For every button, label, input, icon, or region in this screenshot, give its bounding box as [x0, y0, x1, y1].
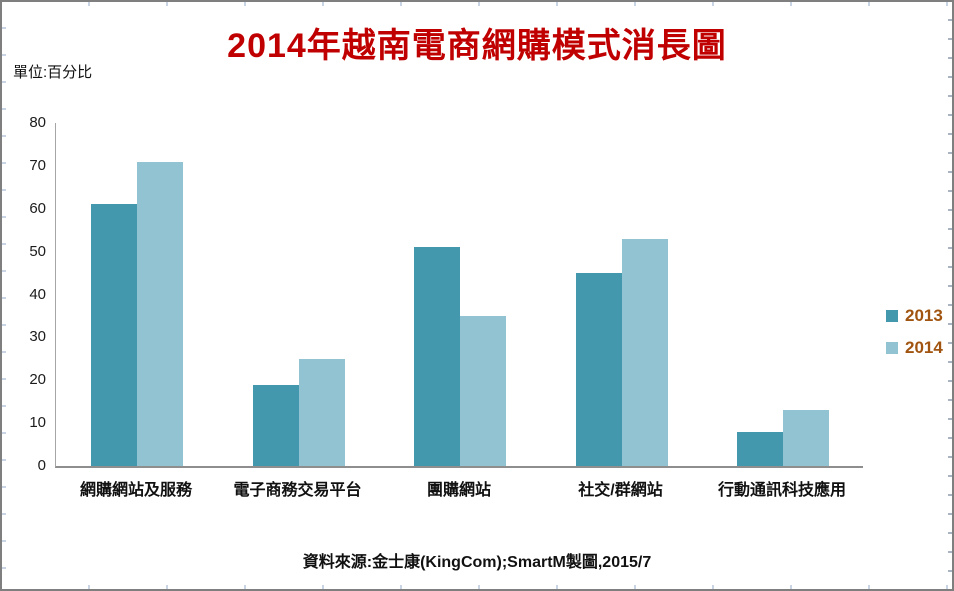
spreadsheet-gridline-stubs-right: [948, 2, 952, 589]
y-axis-tick-label: 10: [29, 414, 46, 432]
bar-2014-category-5: [783, 410, 829, 466]
spreadsheet-gridline-stubs-bottom: [2, 585, 952, 589]
y-axis-tick-label: 30: [29, 328, 46, 346]
legend-label-2014: 2014: [905, 338, 943, 357]
y-axis-tick-label: 20: [29, 371, 46, 389]
y-axis-tick-label: 80: [29, 114, 46, 131]
bar-2014-category-2: [298, 358, 345, 466]
legend-swatch-2014: [886, 341, 898, 354]
y-axis-tick-label: 0: [37, 457, 46, 474]
bar-2013-category-2: [252, 384, 299, 466]
bar-2013-category-3: [414, 247, 460, 466]
x-axis-category-label: 團購網站: [426, 482, 492, 499]
x-axis: 網購網站及服務 電子商務交易平台 團購網站 社交/群網站 行動通訊科技應用: [55, 468, 862, 499]
y-axis-tick-label: 40: [29, 285, 46, 303]
bar-2014-category-4: [621, 238, 668, 466]
source-note: 資料來源:金士康(KingCom);SmartM製圖,2015/7: [302, 554, 652, 571]
bar-2013-category-1: [91, 204, 137, 466]
chart-title: 2014年越南電商網購模式消長圖: [227, 27, 727, 65]
spreadsheet-gridline-stubs-top: [2, 2, 952, 6]
y-axis-tick-label: 60: [29, 199, 46, 217]
plot-area: [55, 123, 863, 468]
x-axis-category-label: 網購網站及服務: [79, 482, 193, 499]
bar-2013-category-4: [575, 273, 622, 466]
bar-2014-category-3: [460, 315, 506, 466]
y-axis-tick-label: 50: [29, 242, 46, 260]
legend-item-2013: 2013: [886, 307, 943, 324]
x-axis-category-label: 行動通訊科技應用: [717, 482, 847, 499]
legend-label-2013: 2013: [905, 306, 943, 325]
y-axis-tick-label: 70: [29, 156, 46, 174]
legend: 2013 2014: [886, 307, 943, 356]
x-axis-category-label: 社交/群網站: [578, 482, 663, 499]
unit-label: 單位:百分比: [13, 64, 93, 81]
bar-2014-category-1: [137, 161, 183, 466]
legend-item-2014: 2014: [886, 339, 943, 356]
x-axis-category-label: 電子商務交易平台: [233, 482, 362, 499]
legend-swatch-2013: [886, 309, 898, 322]
bar-2013-category-5: [737, 431, 783, 466]
